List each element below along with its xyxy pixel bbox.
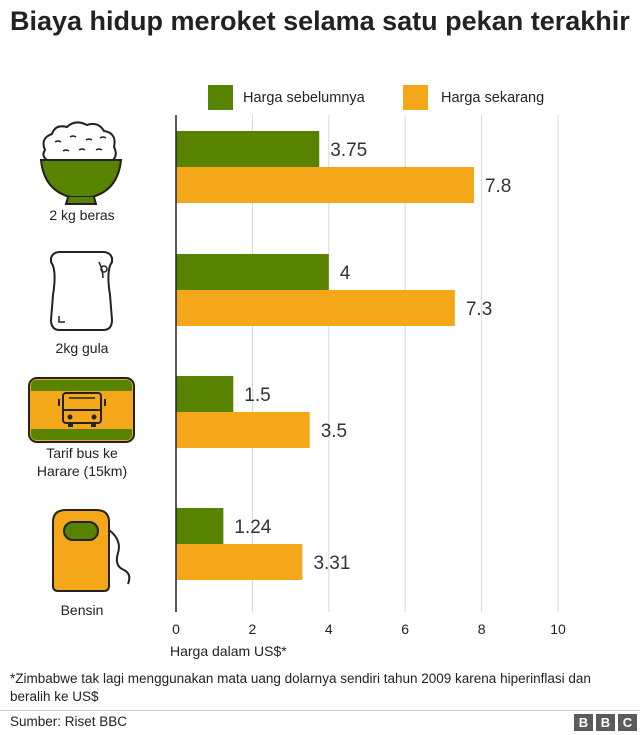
category-label: Bensin [61, 602, 104, 618]
x-tick-label: 8 [478, 621, 486, 637]
category-label-line: 2kg gula [56, 340, 109, 356]
bar [176, 131, 320, 167]
footnote: *Zimbabwe tak lagi menggunakan mata uang… [10, 671, 591, 704]
x-axis: 0 2 4 6 8 10 Harga dalam US$* [170, 115, 566, 659]
bbc-logo-letter: B [574, 714, 593, 731]
x-tick-label: 6 [401, 621, 409, 637]
bar-value-label: 3.75 [330, 140, 367, 161]
bus-ticket-icon [28, 377, 135, 443]
bar [176, 167, 474, 203]
bar-value-label: 7.3 [466, 299, 492, 320]
bars [176, 131, 474, 580]
legend-swatch [208, 85, 233, 110]
category-label-line: Tarif bus ke [46, 445, 118, 461]
bar-value-label: 1.5 [244, 385, 270, 406]
category-label: 2 kg beras [49, 207, 114, 223]
bar-value-label: 7.8 [485, 176, 511, 197]
fuel-pump-icon [52, 509, 131, 592]
x-tick-label: 0 [172, 621, 180, 637]
footer-divider [0, 710, 640, 711]
bar [176, 412, 310, 448]
chart-title: Biaya hidup meroket selama satu pekan te… [10, 6, 630, 36]
category-label-line: 2 kg beras [49, 207, 114, 223]
bar [176, 290, 455, 326]
bbc-logo-letter: C [618, 714, 637, 731]
category-icons [28, 121, 135, 592]
bar-value-label: 3.31 [313, 553, 350, 574]
category-label: 2kg gula [56, 340, 109, 356]
bar [176, 544, 303, 580]
bbc-logo: B B C [574, 714, 637, 731]
legend-swatch [403, 85, 428, 110]
x-tick-label: 4 [325, 621, 333, 637]
sugar-bag-icon [49, 251, 114, 331]
rice-bowl-icon [39, 121, 123, 205]
x-tick-label: 10 [550, 621, 566, 637]
x-tick-label: 2 [249, 621, 257, 637]
bar-value-label: 1.24 [234, 517, 271, 538]
legend-label: Harga sekarang [441, 90, 544, 106]
legend: Harga sebelumnya Harga sekarang [208, 85, 544, 110]
category-labels: 2 kg beras 2kg gula Tarif bus ke Harare (15… [37, 207, 127, 618]
source-text: Sumber: Riset BBC [10, 714, 128, 729]
bar [176, 508, 224, 544]
bar-chart: Harga sebelumnya Harga sekarang [28, 85, 566, 659]
bbc-logo-letter: B [596, 714, 615, 731]
bar-value-label: 4 [340, 263, 351, 284]
bar [176, 376, 234, 412]
bar-value-label: 3.5 [321, 421, 347, 442]
category-label-line: Bensin [61, 602, 104, 618]
legend-label: Harga sebelumnya [243, 90, 366, 106]
category-label-line: Harare (15km) [37, 463, 127, 479]
data-labels: 3.75 4 1.5 1.24 7.8 7.3 3.5 3.31 [234, 140, 511, 574]
bar [176, 254, 329, 290]
x-axis-label: Harga dalam US$* [170, 643, 287, 659]
category-label: Tarif bus ke Harare (15km) [37, 445, 127, 479]
